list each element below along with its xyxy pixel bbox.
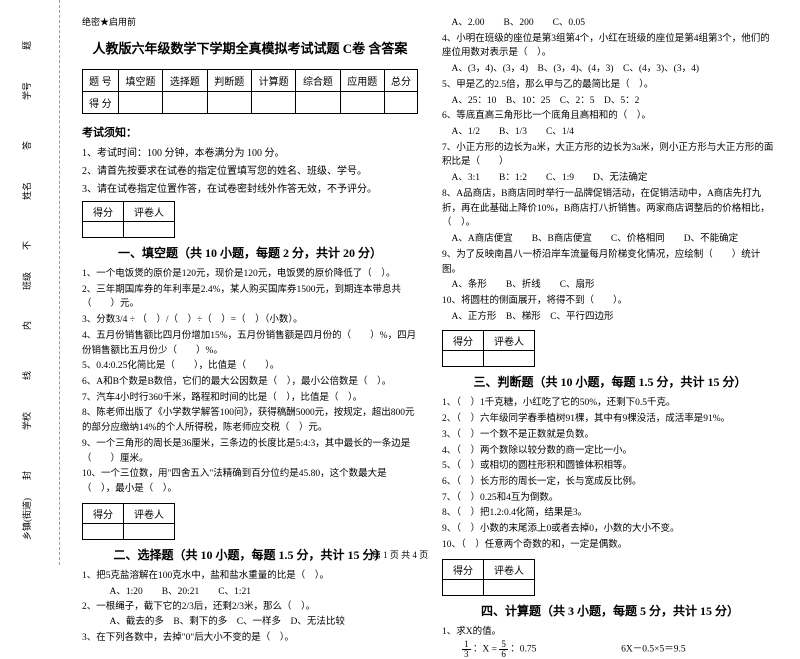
bind-l4: 内 (20, 321, 33, 330)
q2-2: 2、一根绳子，截下它的2/3后，还剩2/3米，那么（ ）。 (82, 600, 418, 615)
st-h6: 应用题 (340, 70, 384, 92)
section-4-title: 四、计算题（共 3 小题，每题 5 分，共计 15 分） (442, 602, 778, 619)
c2-2: A、(3，4)、(3，4) B、(3，4)、(4，3) C、(4，3)、(3，4… (442, 62, 778, 77)
q1-4: 4、五月份销售额比四月份增加15%，五月份销售额是四月份的（ ）%，四月份销售额… (82, 329, 418, 358)
q4-h: 1、求X的值。 (442, 625, 778, 640)
c2-11: 9、为了反映南昌八一桥沿岸车流量每月阶梯变化情况，应绘制（ ）统计图。 (442, 248, 778, 277)
q3-2: 2、（ ）六年级同学春季植树91棵，其中有9棵没活，成活率是91%。 (442, 412, 778, 427)
grader-table-4: 得分评卷人 (442, 559, 535, 596)
st-h4: 计算题 (251, 70, 295, 92)
bind-l5: 班级 (20, 272, 33, 290)
q1-3: 3、分数3/4 ÷ （ ）/（ ）÷（ ）=（ ）（小数）。 (82, 313, 418, 328)
q1-10: 10、一个三位数，用"四舍五入"法精确到百分位约是45.80，这个数最大是（ ）… (82, 467, 418, 496)
q1-8: 8、陈老师出版了《小学数学解答100问》，获得稿酬5000元，按规定，超出800… (82, 406, 418, 435)
q1-7: 7、汽车4小时行360千米，路程和时间的比是（ ），比值是（ ）。 (82, 391, 418, 406)
q3-1: 1、（ ）1千克糖，小红吃了它的50%，还剩下0.5千克。 (442, 396, 778, 411)
grader-table-1: 得分评卷人 (82, 201, 175, 238)
c2-13: 10、将圆柱的侧面展开，将得不到（ ）。 (442, 294, 778, 309)
st-h5: 综合题 (296, 70, 340, 92)
st-h7: 总分 (384, 70, 417, 92)
q2-1o: A、1:20 B、20:21 C、1:21 (82, 585, 418, 599)
q3-5: 5、（ ）或相切的圆柱形积和圆锥体积相等。 (442, 459, 778, 474)
page-footer: 第 1 页 共 4 页 (0, 548, 800, 561)
q3-8: 8、（ ）把1.2:0.4化简，结果是3。 (442, 506, 778, 521)
bind-l8: 答 (20, 141, 33, 150)
c2-14: A、正方形 B、梯形 C、平行四边形 (442, 310, 778, 325)
notice-3: 3、请在试卷指定位置作答，在试卷密封线外作答无效，不予评分。 (82, 180, 418, 195)
grader-table-3: 得分评卷人 (442, 330, 535, 367)
q1-5: 5、0.4:0.25化简比是（ ），比值是（ ）。 (82, 359, 418, 374)
q3-3: 3、（ ）一个数不是正数就是负数。 (442, 428, 778, 443)
c2-8: A、3:1 B：1:2 C、1:9 D、无法确定 (442, 171, 778, 186)
bind-l1: 封 (20, 471, 33, 480)
bind-l3: 线 (20, 371, 33, 380)
st-h3: 判断题 (207, 70, 251, 92)
st-h1: 填空题 (118, 70, 162, 92)
c2-3: 5、甲是乙的2.5倍，那么甲与乙的最简比是（ ）。 (442, 78, 778, 93)
confidential-label: 绝密★启用前 (82, 15, 418, 28)
c2-4: A、25：10 B、10：25 C、2：5 D、5：2 (442, 94, 778, 109)
bind-l10: 题 (20, 41, 33, 50)
bind-l6: 不 (20, 241, 33, 250)
q3-7: 7、（ ）0.25和4互为倒数。 (442, 491, 778, 506)
q3-6: 6、（ ）长方形的周长一定，长与宽成反比例。 (442, 475, 778, 490)
bind-l9: 学号 (20, 82, 33, 100)
left-column: 绝密★启用前 人教版六年级数学下学期全真模拟考试试题 C卷 含答案 题 号 填空… (70, 15, 430, 560)
q1-2: 2、三年期国库券的年利率是2.4%，某人购买国库券1500元，到期连本带息共（ … (82, 283, 418, 312)
st-h0: 题 号 (83, 70, 119, 92)
frac-1-3: 13 (462, 640, 471, 659)
content-area: 绝密★启用前 人教版六年级数学下学期全真模拟考试试题 C卷 含答案 题 号 填空… (60, 0, 800, 565)
notice-1: 1、考试时间：100 分钟，本卷满分为 100 分。 (82, 144, 418, 159)
c2-6: A、1/2 B、1/3 C、1/4 (442, 125, 778, 140)
c2-9: 8、A品商店，B商店同时举行一品牌促销活动，在促销活动中，A商店先打九折，再在此… (442, 187, 778, 231)
notice-2: 2、请首先按要求在试卷的指定位置填写您的姓名、班级、学号。 (82, 162, 418, 177)
c2-7: 7、小正方形的边长为a米，大正方形的边长为3a米，则小正方形与大正方形的面积比是… (442, 141, 778, 170)
notice-head: 考试须知： (82, 124, 418, 140)
section-1-title: 一、填空题（共 10 小题，每题 2 分，共计 20 分） (82, 244, 418, 261)
grader-table-2: 得分评卷人 (82, 503, 175, 540)
q3-4: 4、（ ）两个数除以较分数的商一定比一小。 (442, 444, 778, 459)
st-h2: 选择题 (163, 70, 207, 92)
c2-10: A、A商店便宜 B、B商店便宜 C、价格相同 D、不能确定 (442, 232, 778, 247)
q1-1: 1、一个电饭煲的原价是120元，现价是120元，电饭煲的原价降低了（ ）。 (82, 267, 418, 282)
bind-l7: 姓名 (20, 182, 33, 200)
bind-l2: 学校 (20, 412, 33, 430)
q2-1: 1、把5克盐溶解在100克水中，盐和盐水重量的比是（ ）。 (82, 569, 418, 584)
q1-9: 9、一个三角形的周长是36厘米，三条边的长度比是5:4:3，其中最长的一条边是（… (82, 437, 418, 466)
st-r2: 得 分 (83, 92, 119, 114)
bind-l0: 乡镇(街道) (20, 498, 33, 540)
c2-0: A、2.00 B、200 C、0.05 (442, 16, 778, 31)
exam-title: 人教版六年级数学下学期全真模拟考试试题 C卷 含答案 (82, 38, 418, 57)
c2-12: A、条形 B、折线 C、扇形 (442, 278, 778, 293)
binding-margin: 乡镇(街道) 封 学校 线 内 班级 不 姓名 答 学号 题 (0, 0, 60, 565)
q1-6: 6、A和B个数是B数倍，它们的最大公因数是（ ），最小公倍数是（ ）。 (82, 375, 418, 390)
section-3-title: 三、判断题（共 10 小题，每题 1.5 分，共计 15 分） (442, 373, 778, 390)
c2-5: 6、等底直高三角形比一个底角且高相和的（ ）。 (442, 109, 778, 124)
score-table: 题 号 填空题 选择题 判断题 计算题 综合题 应用题 总分 得 分 (82, 69, 418, 114)
q3-9: 9、（ ）小数的末尾添上0或者去掉0，小数的大小不变。 (442, 522, 778, 537)
c2-1: 4、小明在班级的座位是第3组第4个，小红在班级的座位是第4组第3个，他们的座位用… (442, 32, 778, 61)
q2-3: 3、在下列各数中，去掉"0"后大小不变的是（ ）。 (82, 631, 418, 646)
right-column: A、2.00 B、200 C、0.05 4、小明在班级的座位是第3组第4个，小红… (430, 15, 790, 560)
frac-5-6: 56 (499, 640, 508, 659)
q2-2o: A、截去的多 B、剩下的多 C、一样多 D、无法比较 (82, 615, 418, 629)
q4-eq: 13 ：X = 56 ：0.75 6X－0.5×5＝9.5 (442, 640, 778, 659)
